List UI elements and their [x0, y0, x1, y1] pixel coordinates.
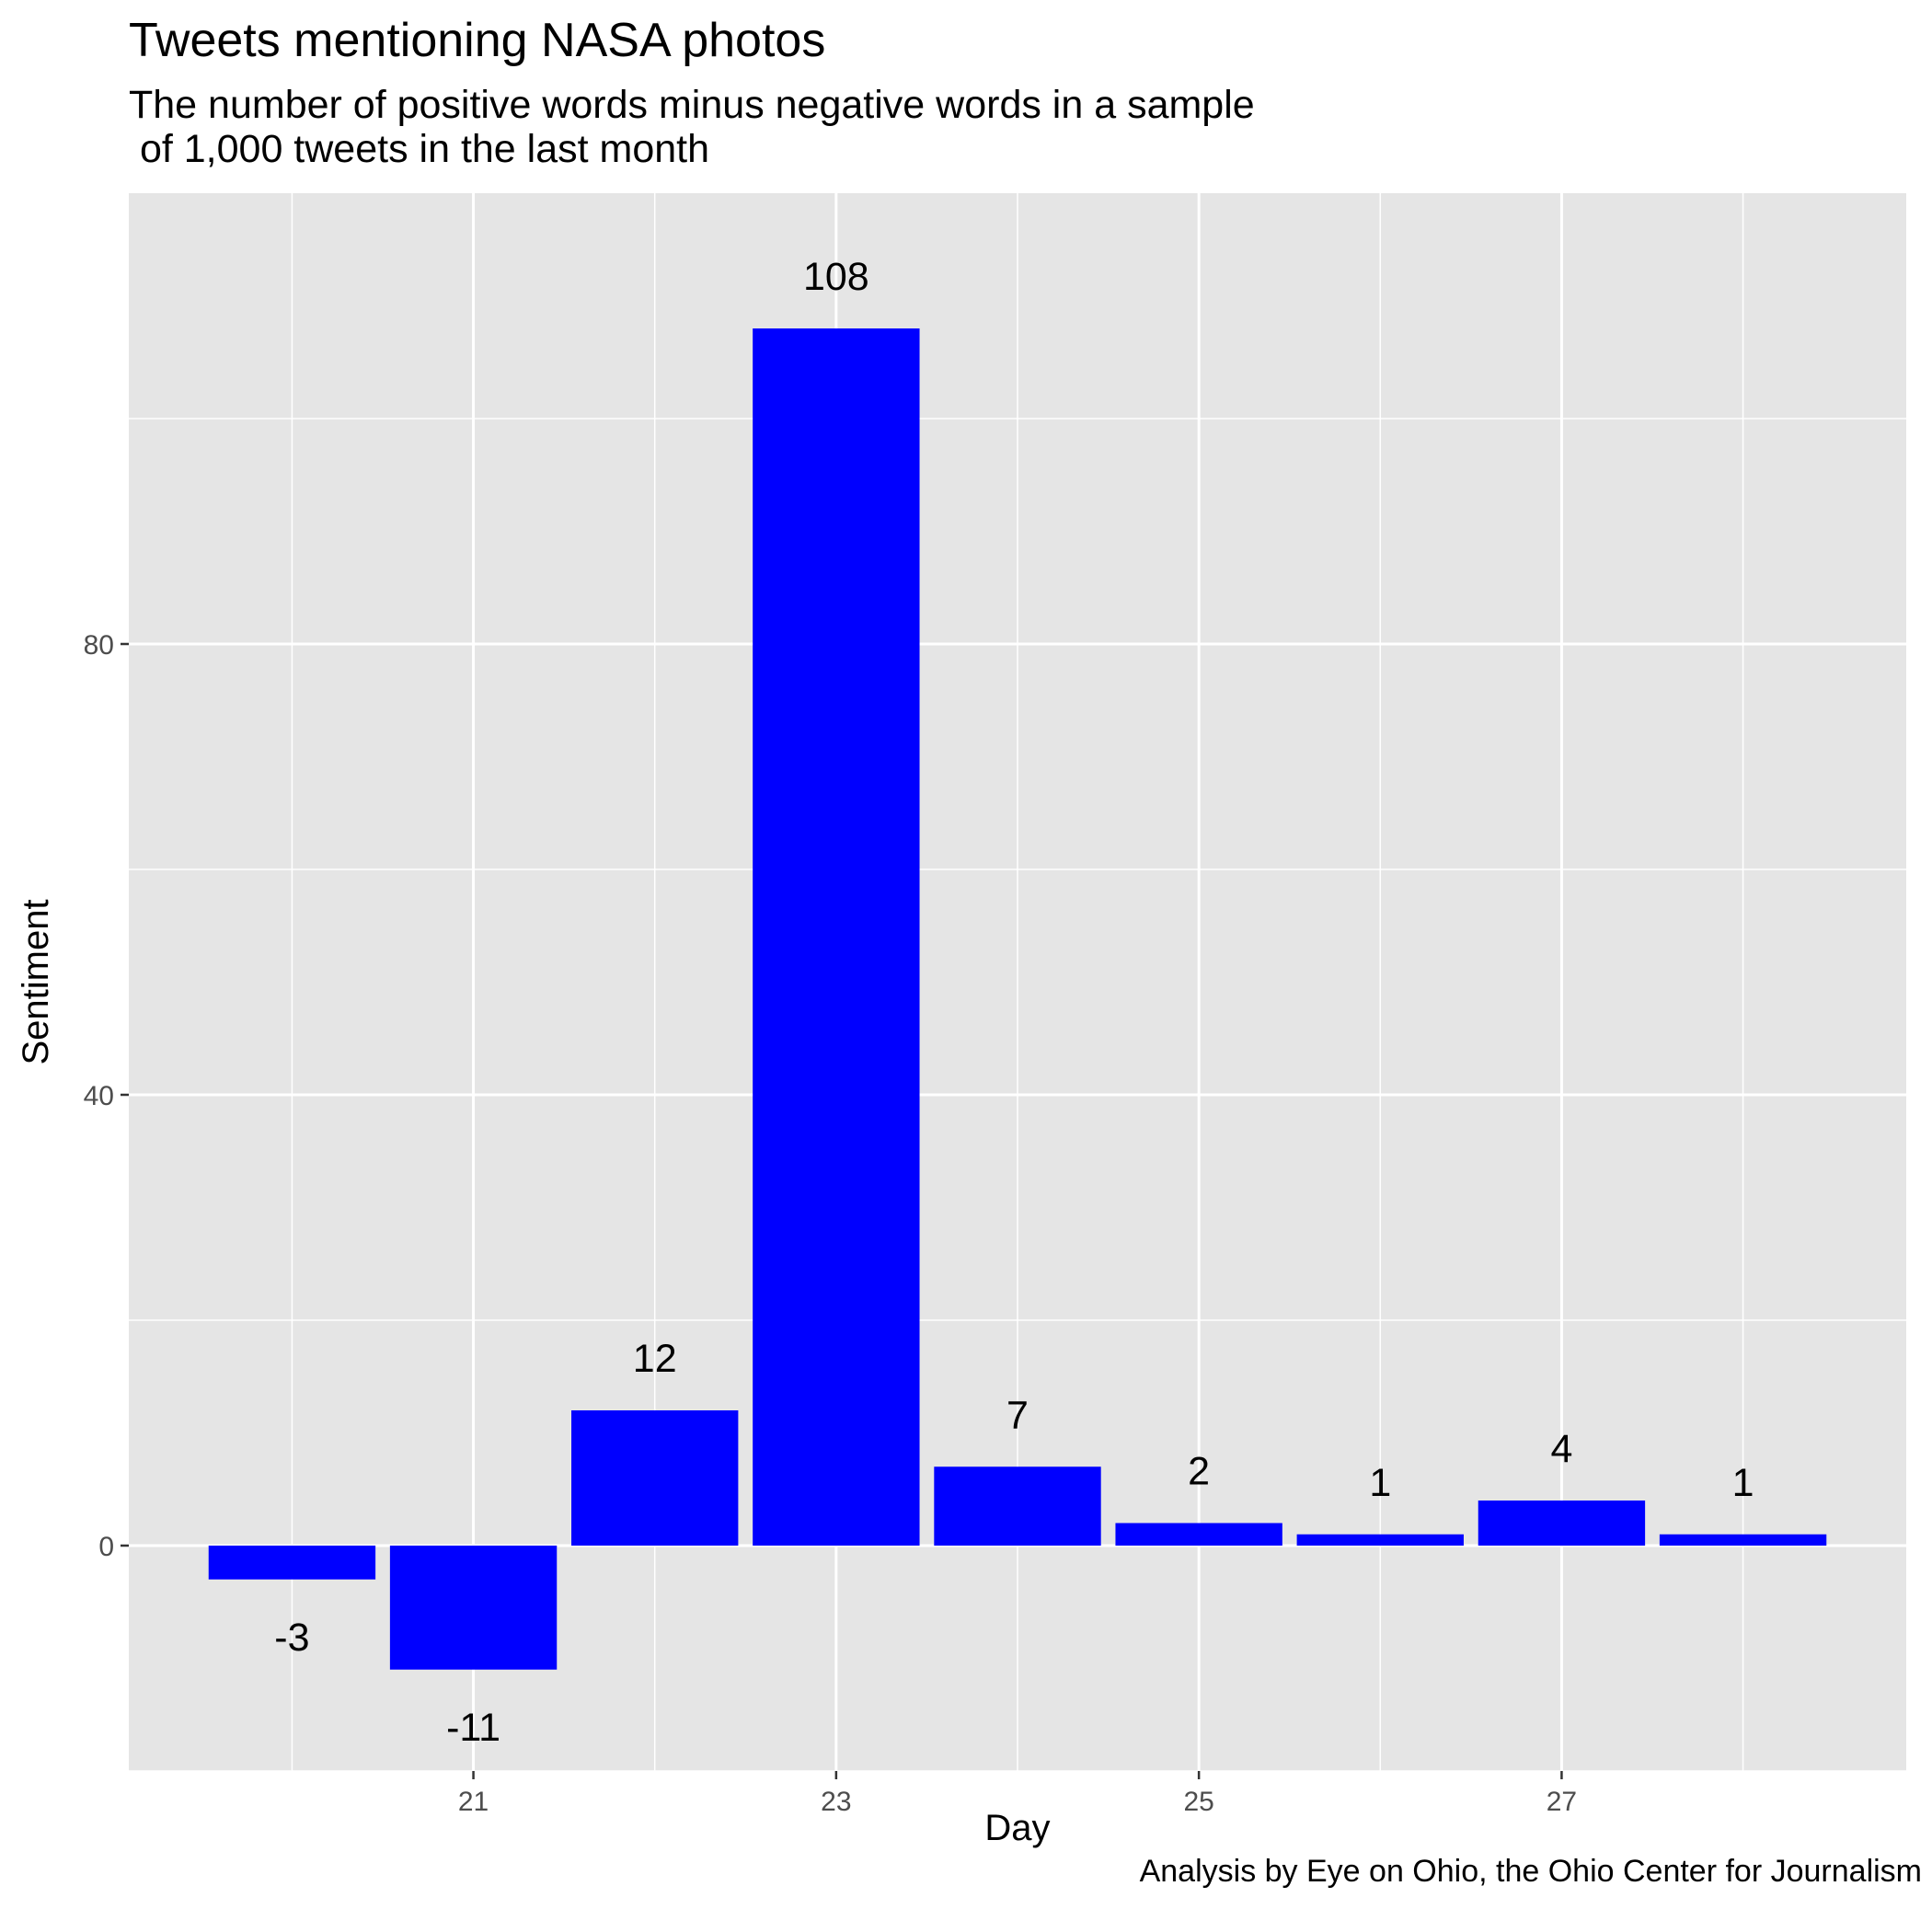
bar-value-label: 12 [633, 1337, 677, 1381]
x-axis: 21 23 25 27 [458, 1771, 1577, 1817]
x-tick-label: 25 [1183, 1787, 1213, 1817]
y-tick-label: 80 [84, 630, 114, 661]
bar [934, 1466, 1101, 1546]
y-axis-title: Sentiment [16, 899, 56, 1064]
x-tick-label: 21 [458, 1787, 489, 1817]
bar-value-label: 1 [1732, 1461, 1754, 1505]
bar-value-label: -11 [446, 1706, 500, 1750]
x-tick-label: 23 [821, 1787, 851, 1817]
x-tick-label: 27 [1547, 1787, 1577, 1817]
bar-value-label: 108 [803, 255, 869, 299]
bar [208, 1546, 376, 1580]
chart-title: Tweets mentioning NASA photos [129, 14, 826, 67]
bar [1115, 1523, 1282, 1546]
bar [1478, 1501, 1646, 1546]
minor-gridlines [129, 193, 1906, 1772]
data-labels: -3 -11 12 108 7 2 1 4 1 [274, 255, 1754, 1750]
bar-value-label: -3 [274, 1616, 309, 1660]
bar [1296, 1534, 1464, 1546]
bar [571, 1410, 739, 1546]
y-tick-label: 40 [84, 1081, 114, 1111]
chart-caption: Analysis by Eye on Ohio, the Ohio Center… [1139, 1854, 1922, 1889]
bar-value-label: 1 [1369, 1461, 1391, 1505]
bars [208, 328, 1827, 1670]
bar [753, 328, 920, 1546]
bar [1659, 1534, 1827, 1546]
y-axis: 0 40 80 [84, 630, 129, 1562]
bar [389, 1546, 558, 1670]
bar-value-label: 7 [1006, 1393, 1029, 1437]
x-axis-title: Day [984, 1808, 1050, 1848]
chart-subtitle: The number of positive words minus negat… [129, 83, 1255, 171]
bar-value-label: 2 [1188, 1450, 1210, 1494]
y-tick-label: 0 [98, 1532, 114, 1562]
bar-value-label: 4 [1550, 1427, 1572, 1471]
